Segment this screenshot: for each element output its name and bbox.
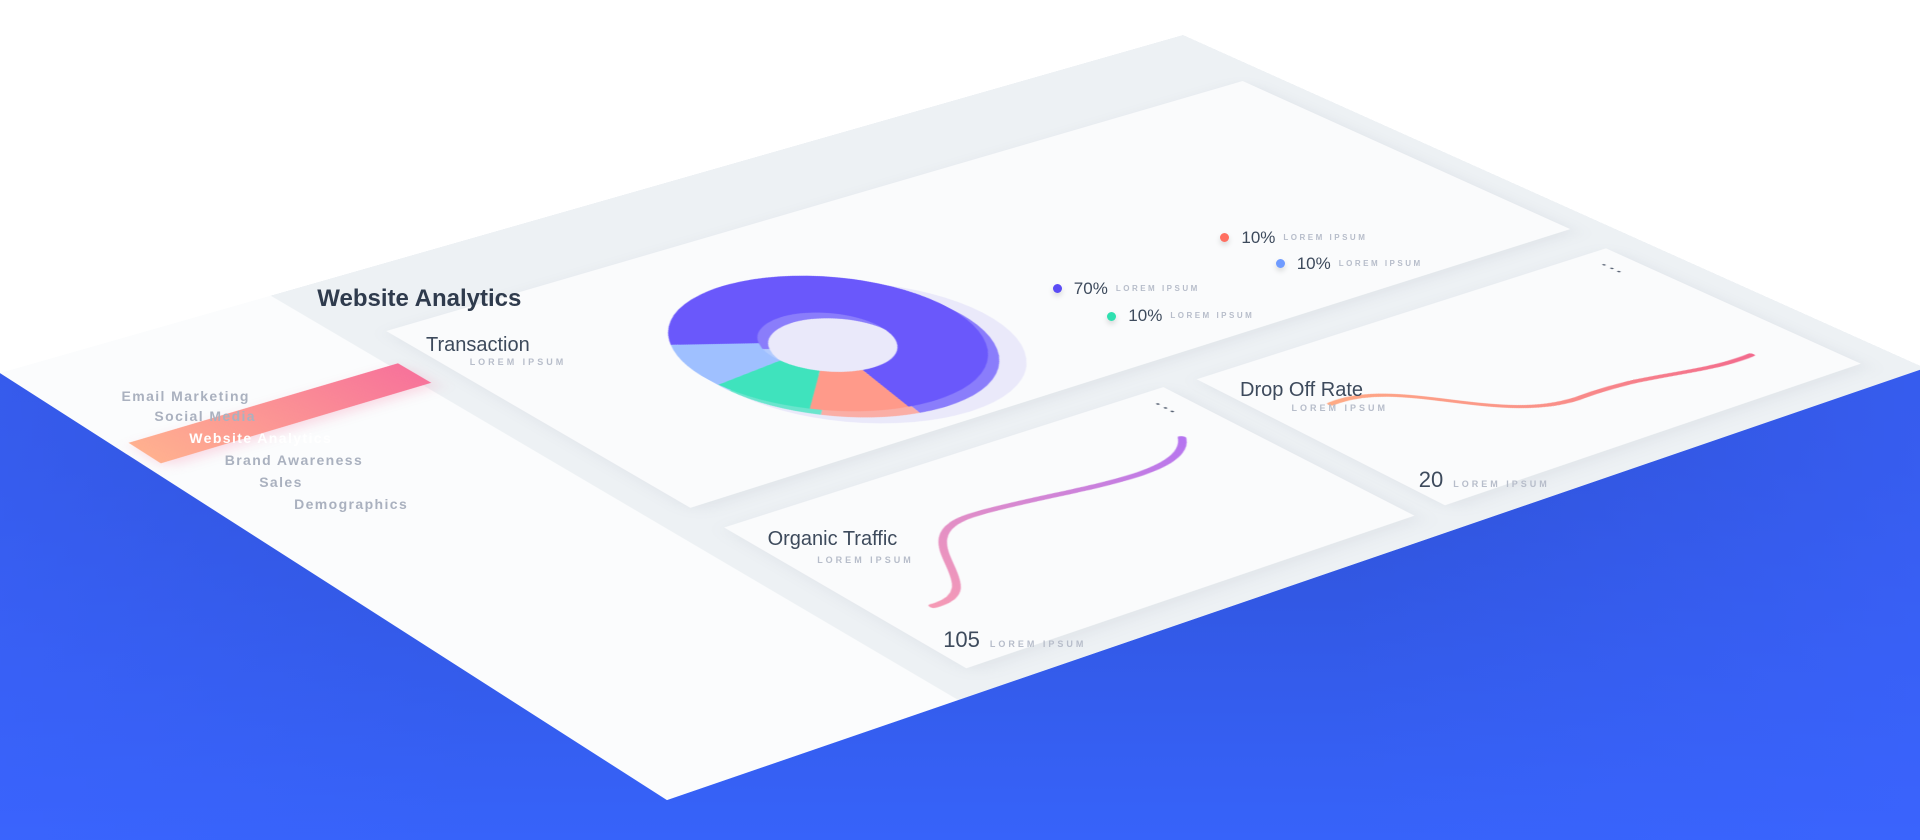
donut-slice (654, 327, 794, 385)
page-title: Website Analytics (317, 284, 522, 312)
donut-slice (769, 362, 923, 428)
metric-value: 20 (1418, 467, 1444, 493)
legend-dot (1052, 284, 1062, 294)
legend-label: LOREM IPSUM (1170, 311, 1255, 321)
legend-item: 70% LOREM IPSUM (1052, 278, 1200, 299)
legend-label: LOREM IPSUM (1283, 232, 1368, 242)
dashboard-board (0, 35, 1920, 800)
legend-label: LOREM IPSUM (1338, 259, 1423, 269)
metric-label: LOREM IPSUM (989, 639, 1087, 650)
legend-item: 10% LOREM IPSUM (1107, 306, 1254, 326)
sidebar-item-email-marketing[interactable]: Email Marketing (121, 387, 250, 404)
transaction-card (386, 81, 1571, 508)
legend-dot (1220, 232, 1230, 242)
legend-value: 10% (1128, 306, 1163, 326)
legend-dot (1275, 259, 1285, 269)
organic-traffic-curve (836, 438, 1281, 606)
metric-value: 105 (943, 627, 980, 653)
legend-value: 10% (1296, 254, 1331, 274)
organic-traffic-value-row: 105 LOREM IPSUM (943, 627, 1086, 652)
sidebar-item-social-media[interactable]: Social Media (154, 408, 256, 425)
legend-label: LOREM IPSUM (1115, 284, 1200, 294)
donut-shadow (622, 256, 1097, 453)
drop-off-rate-title: Drop Off Rate (1240, 378, 1364, 401)
sidebar-item-sales[interactable]: Sales (259, 473, 303, 490)
metric-label: LOREM IPSUM (1453, 479, 1550, 490)
organic-traffic-title: Organic Traffic (767, 527, 898, 550)
sidebar-item-brand-awareness[interactable]: Brand Awareness (224, 452, 364, 469)
organic-traffic-subtitle: LOREM IPSUM (817, 554, 914, 565)
donut-chart (619, 251, 1097, 453)
legend-value: 70% (1073, 278, 1108, 298)
sidebar-item-website-analytics[interactable]: Website Analytics (189, 430, 333, 446)
legend-item: 10% LOREM IPSUM (1275, 254, 1423, 274)
transaction-title: Transaction (426, 333, 530, 356)
drop-off-rate-value-row: 20 LOREM IPSUM (1419, 467, 1550, 492)
legend-dot (1107, 311, 1117, 321)
sidebar-item-demographics[interactable]: Demographics (294, 495, 409, 512)
donut-slice (619, 251, 1056, 434)
transaction-subtitle: LOREM IPSUM (469, 357, 567, 368)
drop-off-rate-subtitle: LOREM IPSUM (1291, 403, 1389, 414)
legend-item: 10% LOREM IPSUM (1220, 228, 1367, 248)
drop-off-rate-curve (1331, 303, 1752, 459)
legend-value: 10% (1241, 227, 1276, 247)
